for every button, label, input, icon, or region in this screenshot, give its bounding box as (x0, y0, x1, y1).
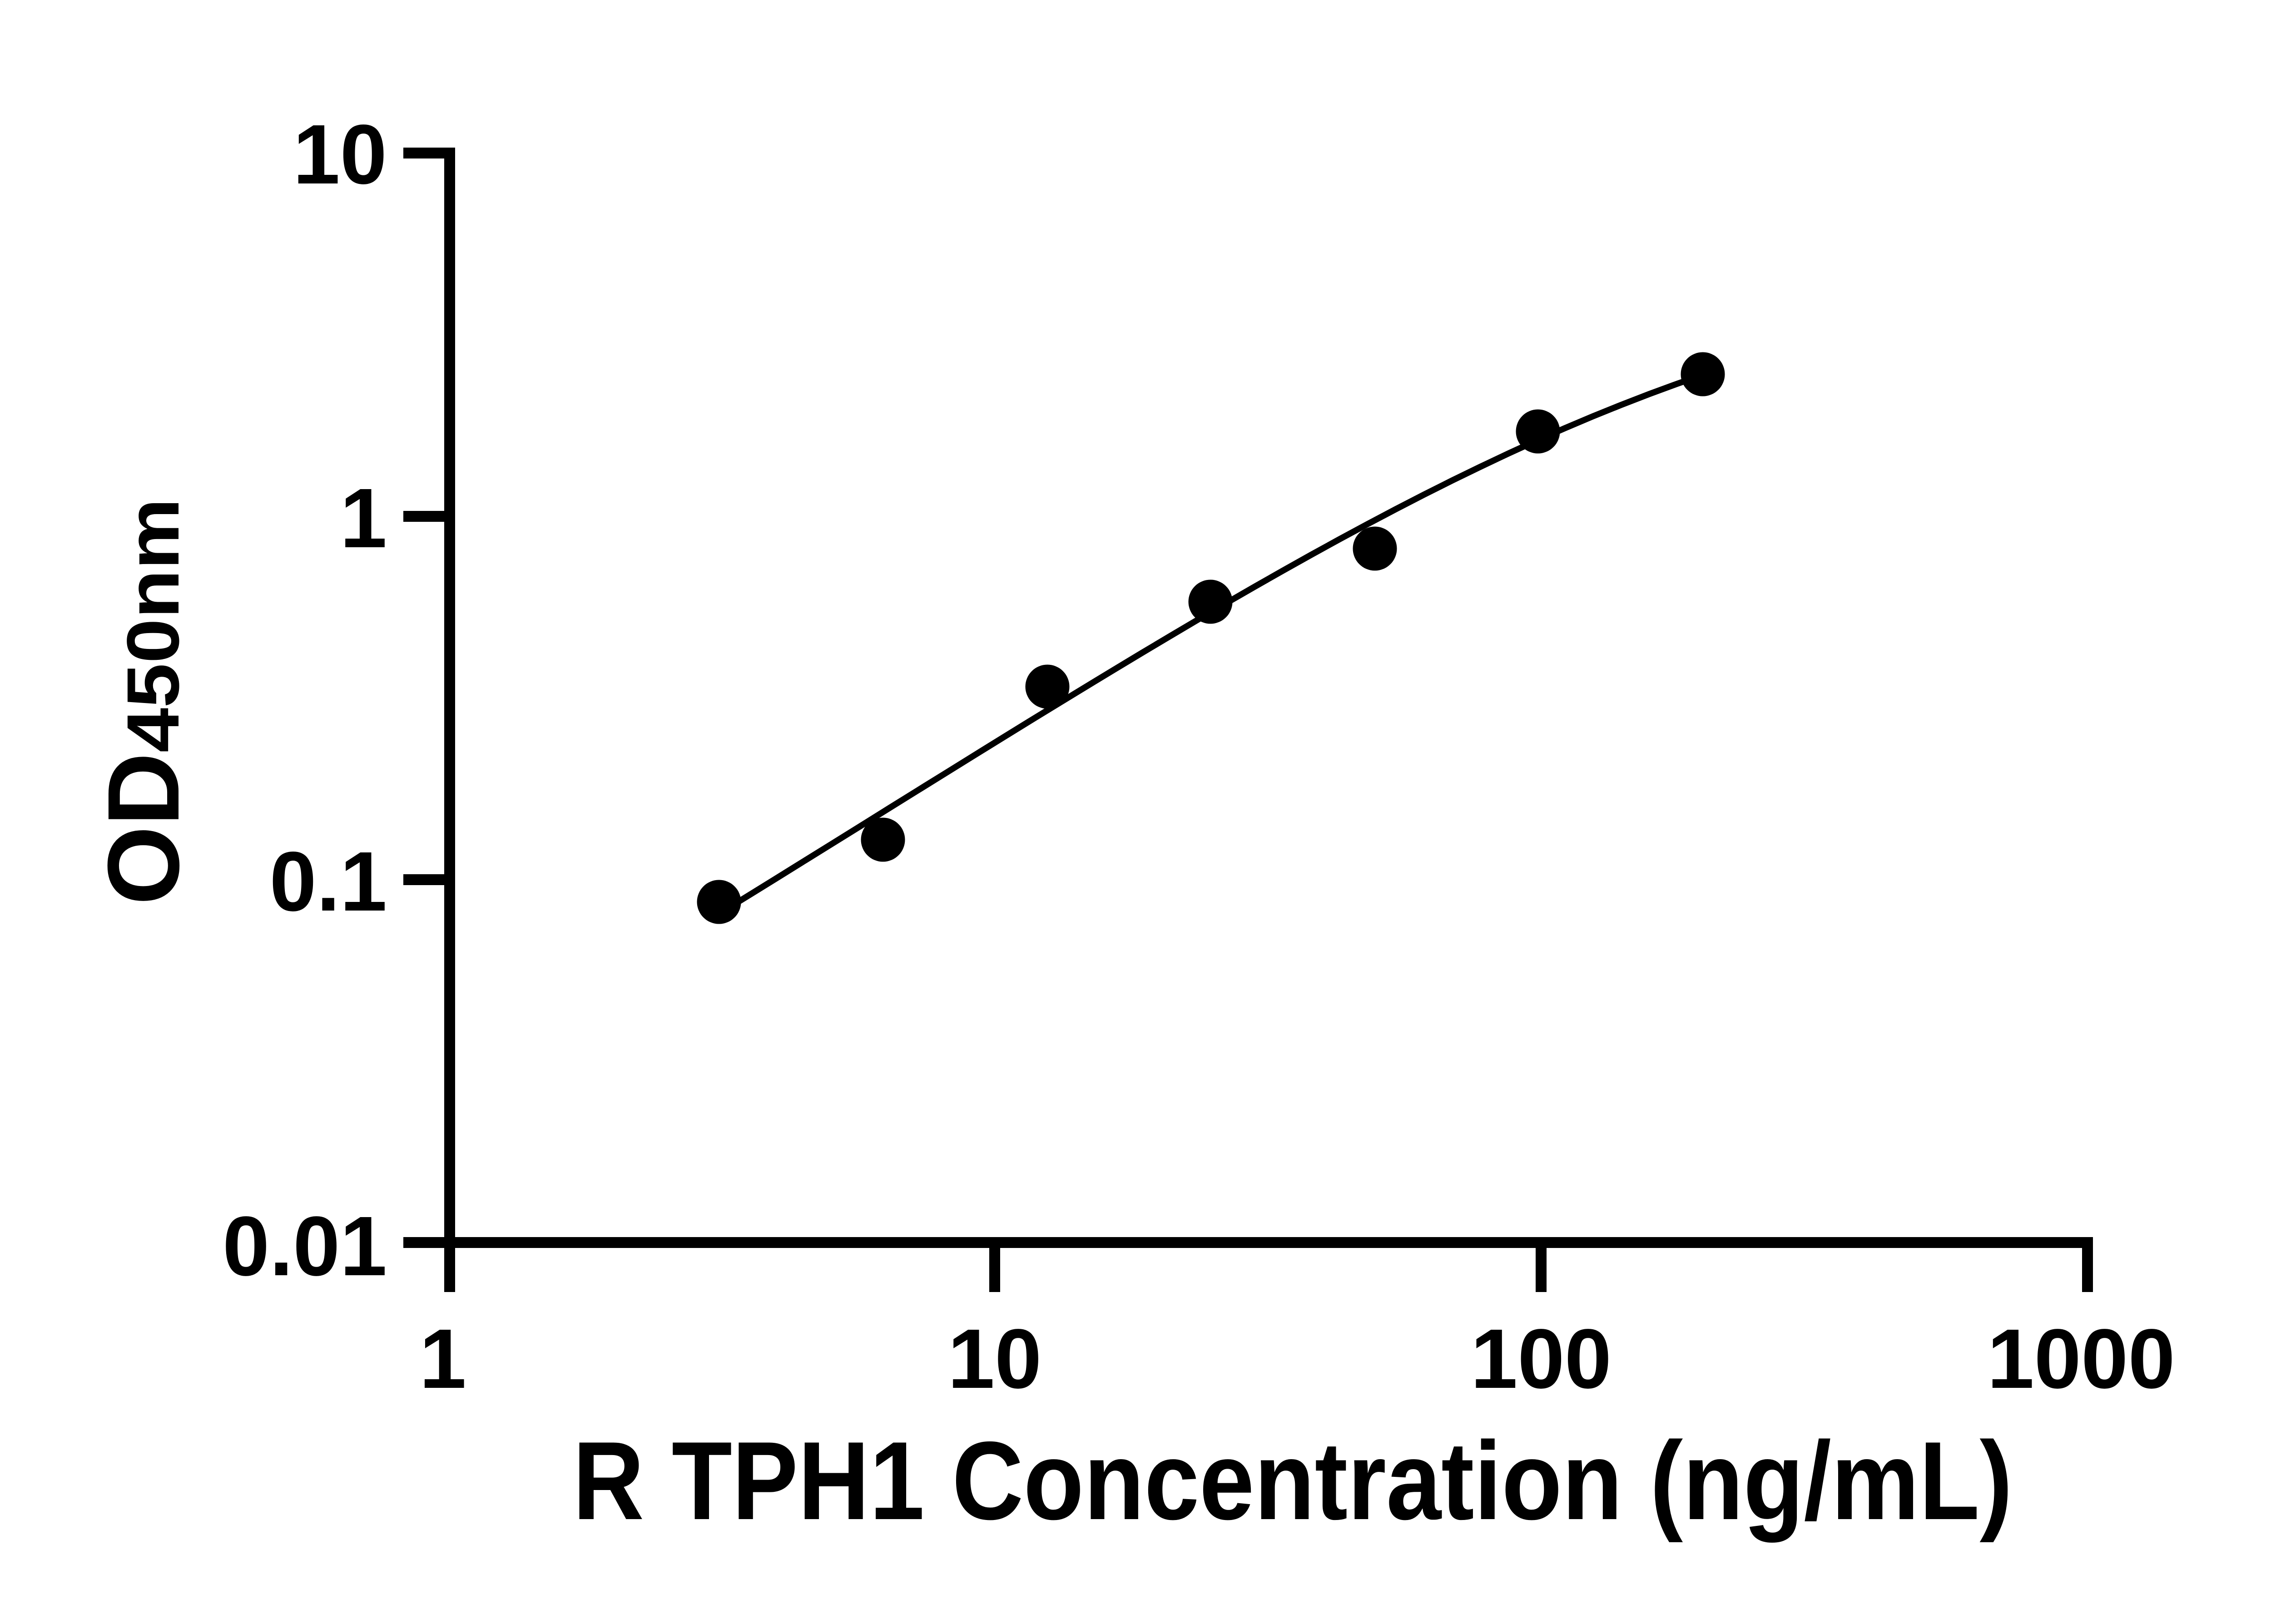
svg-text:450nm: 450nm (111, 498, 194, 753)
svg-text:OD: OD (87, 753, 200, 905)
svg-text:0.01: 0.01 (223, 1199, 387, 1293)
svg-text:100: 100 (1471, 1312, 1612, 1406)
svg-text:10: 10 (948, 1312, 1042, 1406)
svg-text:R TPH1 Concentration (ng/mL): R TPH1 Concentration (ng/mL) (573, 1418, 2013, 1543)
svg-text:1: 1 (419, 1312, 466, 1406)
svg-text:10: 10 (293, 108, 387, 202)
svg-text:1000: 1000 (1987, 1312, 2175, 1406)
svg-text:0.1: 0.1 (269, 835, 387, 929)
svg-text:1: 1 (340, 471, 387, 565)
